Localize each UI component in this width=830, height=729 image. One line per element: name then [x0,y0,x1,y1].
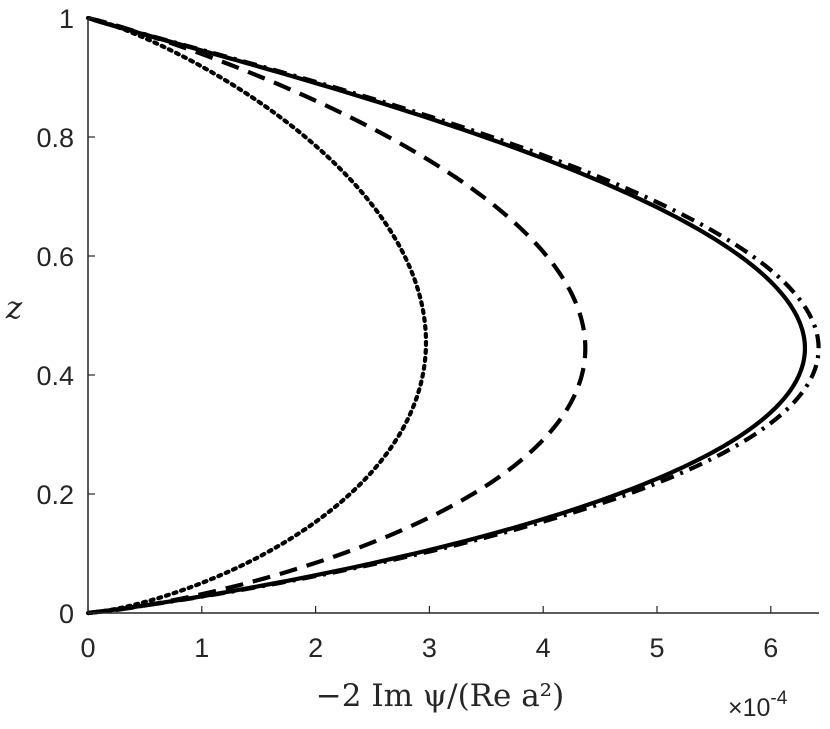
y-tick-label: 0.4 [36,361,74,391]
x-tick-label: 4 [536,633,551,663]
x-axis-ticks: 0 1 2 3 4 5 6 [80,606,778,663]
plot-area [85,15,821,616]
y-axis-ticks: 0 0.2 0.4 0.6 0.8 1 [36,4,95,629]
y-tick-label: 0.6 [36,242,74,272]
y-tick-label: 1 [59,4,74,34]
x-tick-label: 2 [308,633,323,663]
y-tick-label: 0.8 [36,123,74,153]
x-axis-multiplier: ×10-4 [728,688,788,722]
x-axis-multiplier-base: ×10 [728,694,770,722]
x-tick-label: 1 [194,633,209,663]
series-line-dashdot [87,16,821,616]
x-tick-label: 3 [422,633,437,663]
y-axis-title: z [5,290,23,326]
x-tick-label: 6 [763,633,778,663]
x-axis-title: −2 Im ψ/(Re a²) [316,678,564,714]
x-tick-label: 0 [80,633,95,663]
y-tick-label: 0 [59,599,74,629]
series-line-solid [87,16,808,616]
y-tick-label: 0.2 [36,480,74,510]
x-axis-multiplier-exponent: -4 [770,688,787,709]
series-line-dashed [87,15,588,616]
x-tick-label: 5 [649,633,664,663]
series-line-dotted [85,15,429,616]
